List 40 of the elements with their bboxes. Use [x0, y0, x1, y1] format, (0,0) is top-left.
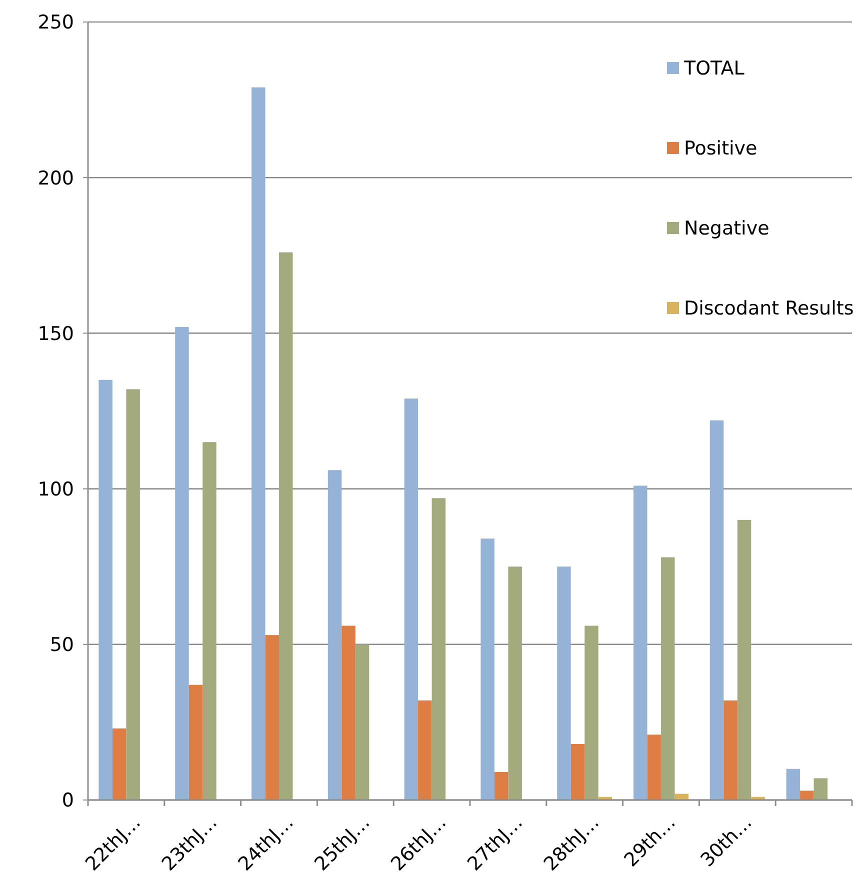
- bar: [647, 734, 661, 800]
- legend-label: Discodant Results: [684, 298, 854, 320]
- y-tick-label: 250: [38, 12, 74, 34]
- bar: [710, 420, 724, 800]
- y-tick-label: 100: [38, 478, 74, 500]
- bar: [633, 486, 648, 800]
- bar: [265, 635, 279, 800]
- bar: [328, 470, 342, 800]
- bar: [557, 566, 571, 800]
- bar: [800, 790, 814, 800]
- legend-label: Positive: [684, 138, 758, 160]
- bar: [584, 626, 598, 800]
- bar: [786, 768, 800, 800]
- bar: [480, 538, 494, 800]
- bar: [661, 557, 675, 800]
- bar: [112, 728, 126, 800]
- bar: [494, 772, 508, 800]
- bar: [570, 744, 585, 800]
- bar: [126, 389, 140, 800]
- bar: [418, 700, 432, 800]
- bar: [202, 442, 216, 800]
- bar: [404, 398, 418, 800]
- bar: [98, 380, 112, 800]
- y-tick-label: 50: [50, 634, 74, 656]
- bar: [188, 684, 203, 800]
- bar: [279, 252, 293, 800]
- bar: [814, 778, 828, 800]
- bar: [737, 520, 752, 800]
- bar: [251, 87, 266, 800]
- y-tick-label: 200: [38, 167, 74, 190]
- bar: [342, 626, 356, 800]
- y-tick-label: 0: [62, 790, 74, 812]
- bar: [432, 498, 446, 800]
- bar: [355, 644, 370, 800]
- legend-label: TOTAL: [683, 58, 745, 80]
- legend-label: Negative: [684, 218, 770, 240]
- y-tick-label: 150: [38, 322, 74, 345]
- bar: [508, 566, 522, 800]
- bar: [175, 326, 189, 800]
- bar: [724, 700, 738, 800]
